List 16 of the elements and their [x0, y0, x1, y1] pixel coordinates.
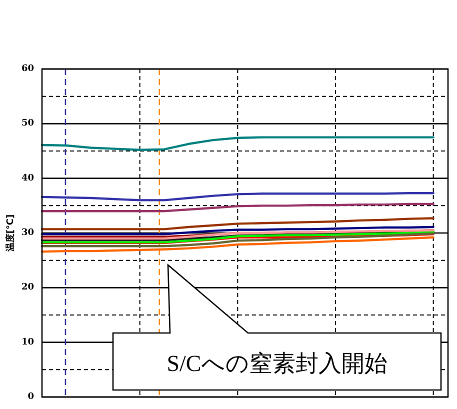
y-tick-label: 20: [21, 282, 34, 293]
line-series: [40, 192, 434, 202]
line-series: [40, 202, 434, 212]
y-tick-label: 40: [21, 173, 34, 184]
line-series: [40, 232, 434, 248]
y-tick-label: 30: [21, 228, 34, 238]
line-series: [40, 217, 434, 230]
line-series: [40, 236, 434, 253]
y-tick-label: 60: [21, 64, 34, 74]
y-tick-label: 0: [28, 392, 34, 402]
y-tick-label: 10: [21, 337, 34, 348]
y-axis-title: 温度[℃]: [5, 214, 16, 253]
y-tick-label: 50: [21, 118, 34, 129]
annotation: S/Cへの窒素封入開始: [166, 351, 388, 376]
line-series: [40, 226, 434, 236]
line-series: [40, 136, 434, 152]
